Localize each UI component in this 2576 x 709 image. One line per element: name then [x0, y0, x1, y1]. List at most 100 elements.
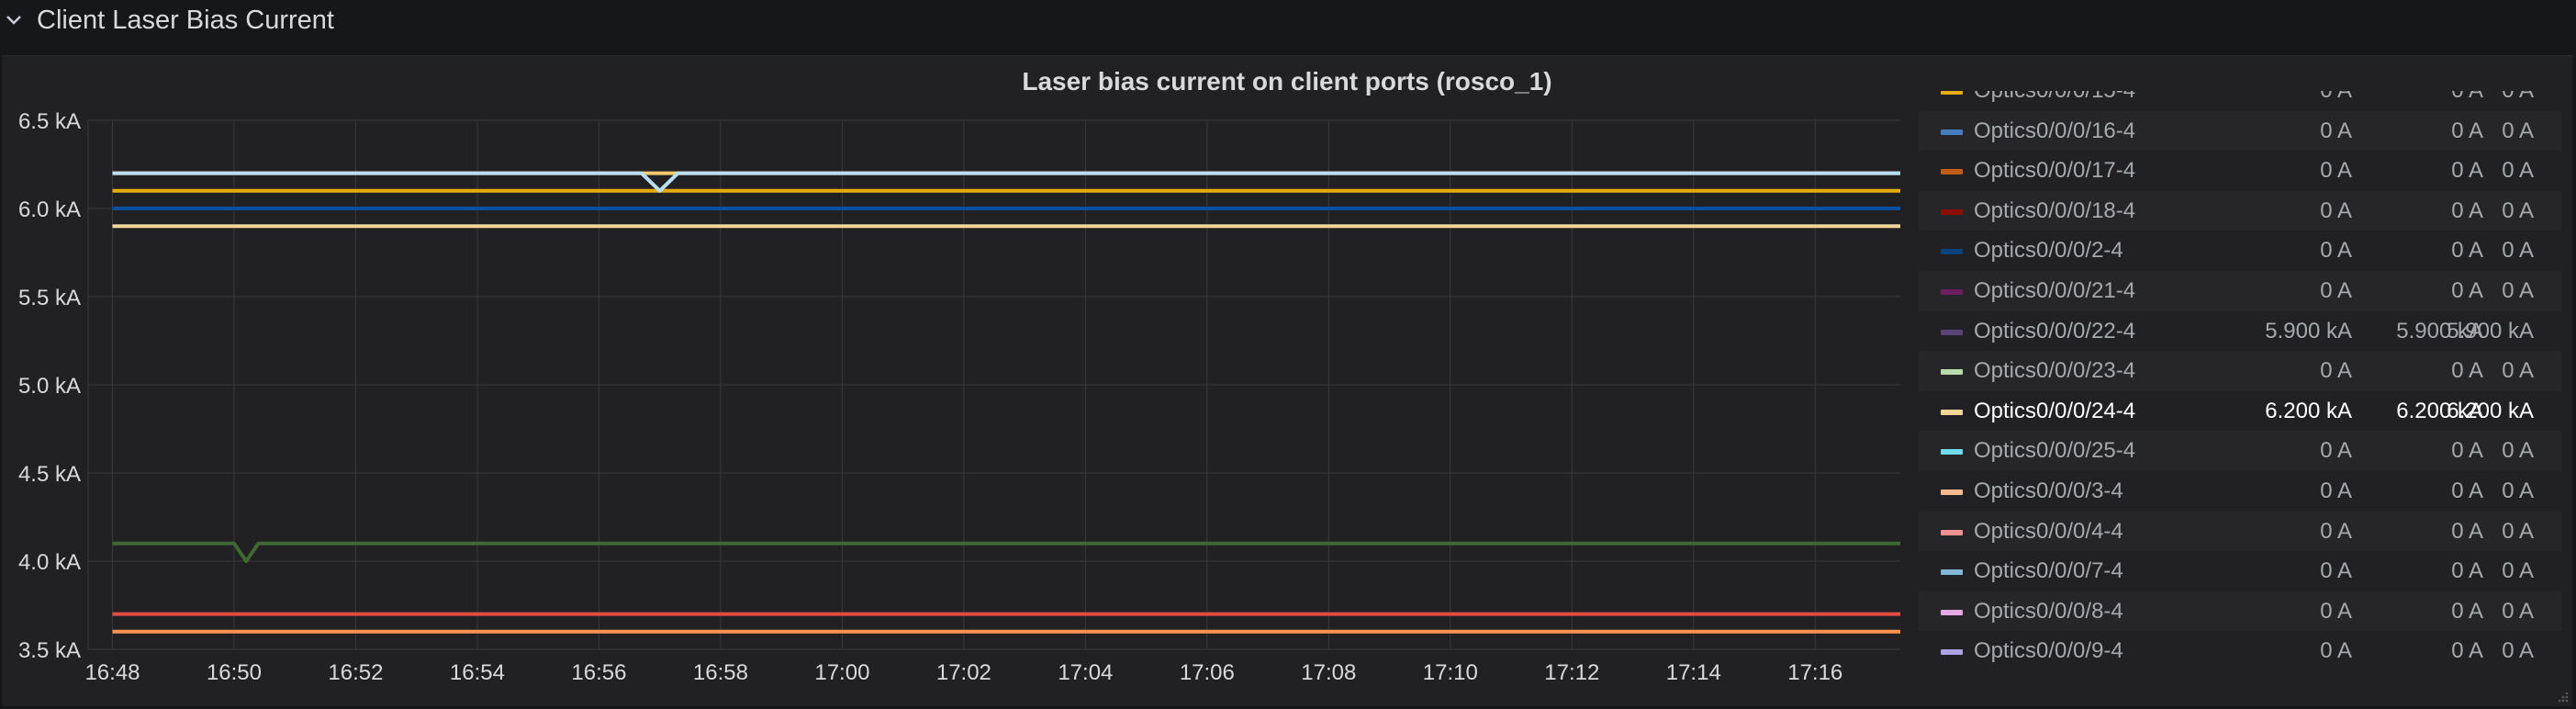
legend-value: 0 A	[2451, 478, 2483, 503]
legend-series-name[interactable]: Optics0/0/0/22-4	[1974, 318, 2136, 343]
legend-value: 6.200 kA	[2396, 398, 2483, 423]
x-tick-label: 16:52	[328, 660, 383, 685]
legend-value: 0 A	[2502, 158, 2534, 184]
graph-panel: Laser bias current on client ports (rosc…	[2, 55, 2572, 706]
legend-value: 0 A	[2320, 358, 2352, 384]
legend-value: 0 A	[2451, 118, 2483, 143]
legend-value: 0 A	[2320, 118, 2352, 143]
legend-swatch[interactable]	[1941, 91, 1963, 95]
chevron-down-icon[interactable]	[4, 9, 24, 29]
legend-swatch[interactable]	[1941, 249, 1963, 255]
legend-value: 0 A	[2320, 238, 2352, 264]
legend-series-name[interactable]: Optics0/0/0/4-4	[1974, 518, 2123, 544]
legend-value: 0 A	[2451, 358, 2483, 384]
legend-value: 0 A	[2320, 277, 2352, 303]
row-header[interactable]: Client Laser Bias Current	[0, 0, 2576, 42]
legend-value: 0 A	[2451, 638, 2483, 664]
x-tick-label: 17:14	[1666, 660, 1721, 685]
legend-value: 0 A	[2320, 638, 2352, 664]
legend-value: 0 A	[2320, 598, 2352, 624]
legend-item[interactable]: Optics0/0/0/8-4 0 A 0 A 0 A	[1919, 591, 2561, 632]
legend-value: 0 A	[2451, 277, 2483, 303]
y-tick-label: 5.0 kA	[18, 374, 81, 399]
legend-swatch[interactable]	[1941, 449, 1963, 456]
legend-swatch[interactable]	[1941, 129, 1963, 135]
x-tick-label: 17:00	[814, 660, 869, 685]
legend-value: 0 A	[2320, 478, 2352, 503]
legend-swatch[interactable]	[1941, 329, 1963, 335]
legend-swatch[interactable]	[1941, 569, 1963, 576]
legend-value: 0 A	[2223, 91, 2352, 111]
legend-series-name[interactable]: Optics0/0/0/9-4	[1974, 638, 2123, 664]
legend-value: 0 A	[2320, 518, 2352, 544]
legend-series-name[interactable]: Optics0/0/0/23-4	[1974, 358, 2136, 384]
legend-swatch[interactable]	[1941, 409, 1963, 415]
x-tick-label: 17:08	[1301, 660, 1356, 685]
resize-handle-icon[interactable]	[2556, 690, 2569, 703]
legend-item[interactable]: Optics0/0/0/18-4 0 A 0 A 0 A	[1919, 190, 2561, 231]
x-tick-label: 17:02	[936, 660, 991, 685]
legend-value: 0 A	[2451, 518, 2483, 544]
legend-item[interactable]: Optics0/0/0/17-4 0 A 0 A 0 A	[1919, 151, 2561, 191]
legend-item[interactable]: Optics0/0/0/3-4 0 A 0 A 0 A	[1919, 471, 2561, 512]
legend-series-name[interactable]: Optics0/0/0/3-4	[1974, 478, 2123, 503]
legend-value: 0 A	[2502, 558, 2534, 584]
legend-item[interactable]: Optics0/0/0/24-4 6.200 kA 6.200 kA 6.200 kA	[1919, 391, 2561, 432]
legend-series-name[interactable]: Optics0/0/0/21-4	[1974, 277, 2136, 303]
legend-swatch[interactable]	[1941, 169, 1963, 175]
legend-value: 5.900 kA	[2265, 318, 2352, 343]
legend-item[interactable]: Optics0/0/0/21-4 0 A 0 A 0 A	[1919, 270, 2561, 311]
legend-item[interactable]: Optics0/0/0/4-4 0 A 0 A 0 A	[1919, 511, 2561, 552]
legend-series-name[interactable]: Optics0/0/0/15-4	[1974, 91, 2135, 111]
y-tick-label: 6.5 kA	[18, 109, 81, 134]
y-tick-label: 5.5 kA	[18, 286, 81, 310]
legend-value: 0 A	[2451, 197, 2483, 223]
y-tick-label: 4.0 kA	[18, 550, 81, 575]
legend-swatch[interactable]	[1941, 529, 1963, 535]
legend-swatch[interactable]	[1941, 288, 1963, 295]
legend-value: 5.900 kA	[2447, 318, 2534, 343]
legend-series-name[interactable]: Optics0/0/0/2-4	[1974, 238, 2123, 264]
legend-value: 0 A	[2355, 91, 2483, 111]
legend-item[interactable]: Optics0/0/0/16-4 0 A 0 A 0 A	[1919, 110, 2561, 152]
legend-swatch[interactable]	[1941, 609, 1963, 615]
legend-item[interactable]: Optics0/0/0/7-4 0 A 0 A 0 A	[1919, 551, 2561, 591]
x-tick-label: 16:54	[450, 660, 505, 685]
legend-value: 0 A	[2502, 518, 2534, 544]
legend-series-name[interactable]: Optics0/0/0/7-4	[1974, 558, 2123, 584]
legend-value: 0 A	[2502, 638, 2534, 664]
legend-item[interactable]: Optics0/0/0/23-4 0 A 0 A 0 A	[1919, 351, 2561, 391]
legend-list: Optics0/0/0/15-40 A0 A0 AOptics0/0/0/16-…	[1919, 91, 2561, 671]
panel-title[interactable]: Laser bias current on client ports (rosc…	[1022, 67, 1552, 96]
legend-series-name[interactable]: Optics0/0/0/16-4	[1974, 118, 2136, 143]
legend-item[interactable]: Optics0/0/0/22-4 5.900 kA 5.900 kA 5.900 kA	[1919, 311, 2561, 352]
legend-swatch[interactable]	[1941, 489, 1963, 495]
x-tick-label: 16:50	[207, 660, 262, 685]
series-line	[112, 541, 1900, 563]
legend-value: 0 A	[2502, 277, 2534, 303]
legend-swatch[interactable]	[1941, 649, 1963, 656]
legend-item[interactable]: Optics0/0/0/25-4 0 A 0 A 0 A	[1919, 431, 2561, 471]
legend-value: 6.200 kA	[2447, 398, 2534, 423]
legend-value: 0 A	[2414, 91, 2534, 111]
legend-series-name[interactable]: Optics0/0/0/24-4	[1974, 398, 2136, 423]
legend-value: 0 A	[2320, 197, 2352, 223]
legend-series-name[interactable]: Optics0/0/0/8-4	[1974, 598, 2123, 624]
legend-series-name[interactable]: Optics0/0/0/17-4	[1974, 158, 2136, 184]
legend-value: 0 A	[2502, 238, 2534, 264]
legend-item[interactable]: Optics0/0/0/15-40 A0 A0 A	[1919, 91, 2561, 111]
legend-item[interactable]: Optics0/0/0/9-4 0 A 0 A 0 A	[1919, 631, 2561, 671]
legend-item[interactable]: Optics0/0/0/2-4 0 A 0 A 0 A	[1919, 231, 2561, 271]
x-tick-label: 17:16	[1787, 660, 1842, 685]
legend: Optics0/0/0/15-40 A0 A0 AOptics0/0/0/16-…	[1919, 91, 2561, 697]
x-tick-label: 16:56	[571, 660, 626, 685]
row-title[interactable]: Client Laser Bias Current	[37, 6, 334, 35]
x-tick-label: 17:12	[1544, 660, 1599, 685]
legend-value: 0 A	[2451, 238, 2483, 264]
legend-swatch[interactable]	[1941, 208, 1963, 215]
legend-series-name[interactable]: Optics0/0/0/25-4	[1974, 438, 2136, 464]
legend-swatch[interactable]	[1941, 369, 1963, 376]
legend-series-name[interactable]: Optics0/0/0/18-4	[1974, 197, 2136, 223]
legend-value: 6.200 kA	[2265, 398, 2352, 423]
y-tick-label: 3.5 kA	[18, 638, 81, 663]
